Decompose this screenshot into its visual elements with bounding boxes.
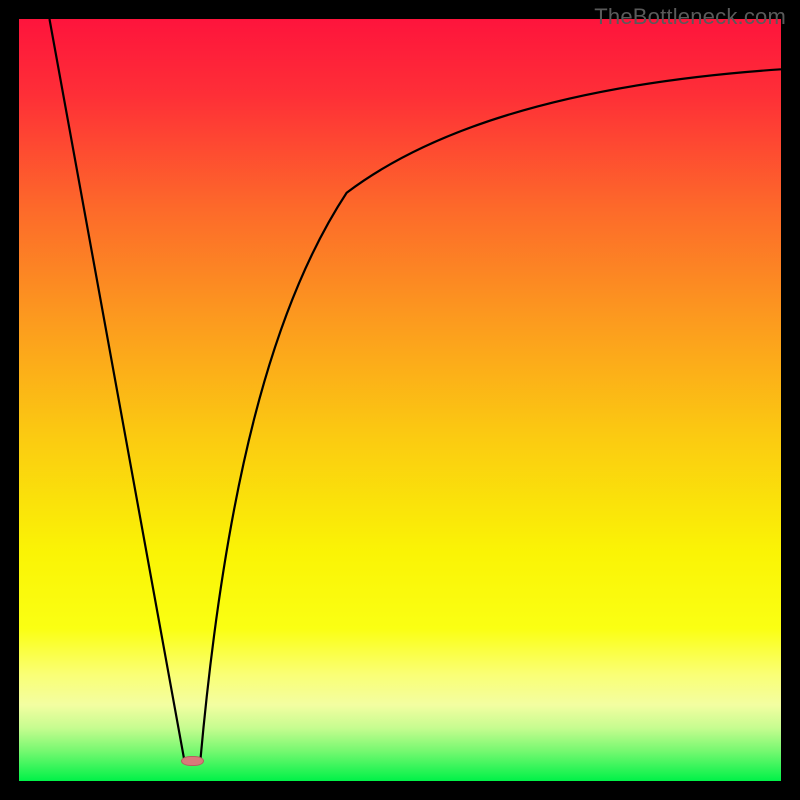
curve-path — [49, 19, 781, 760]
plot-area — [19, 19, 781, 781]
watermark-label: TheBottleneck.com — [594, 4, 786, 30]
bottleneck-marker — [181, 756, 204, 766]
bottleneck-curve — [19, 19, 781, 781]
chart-frame: TheBottleneck.com — [0, 0, 800, 800]
